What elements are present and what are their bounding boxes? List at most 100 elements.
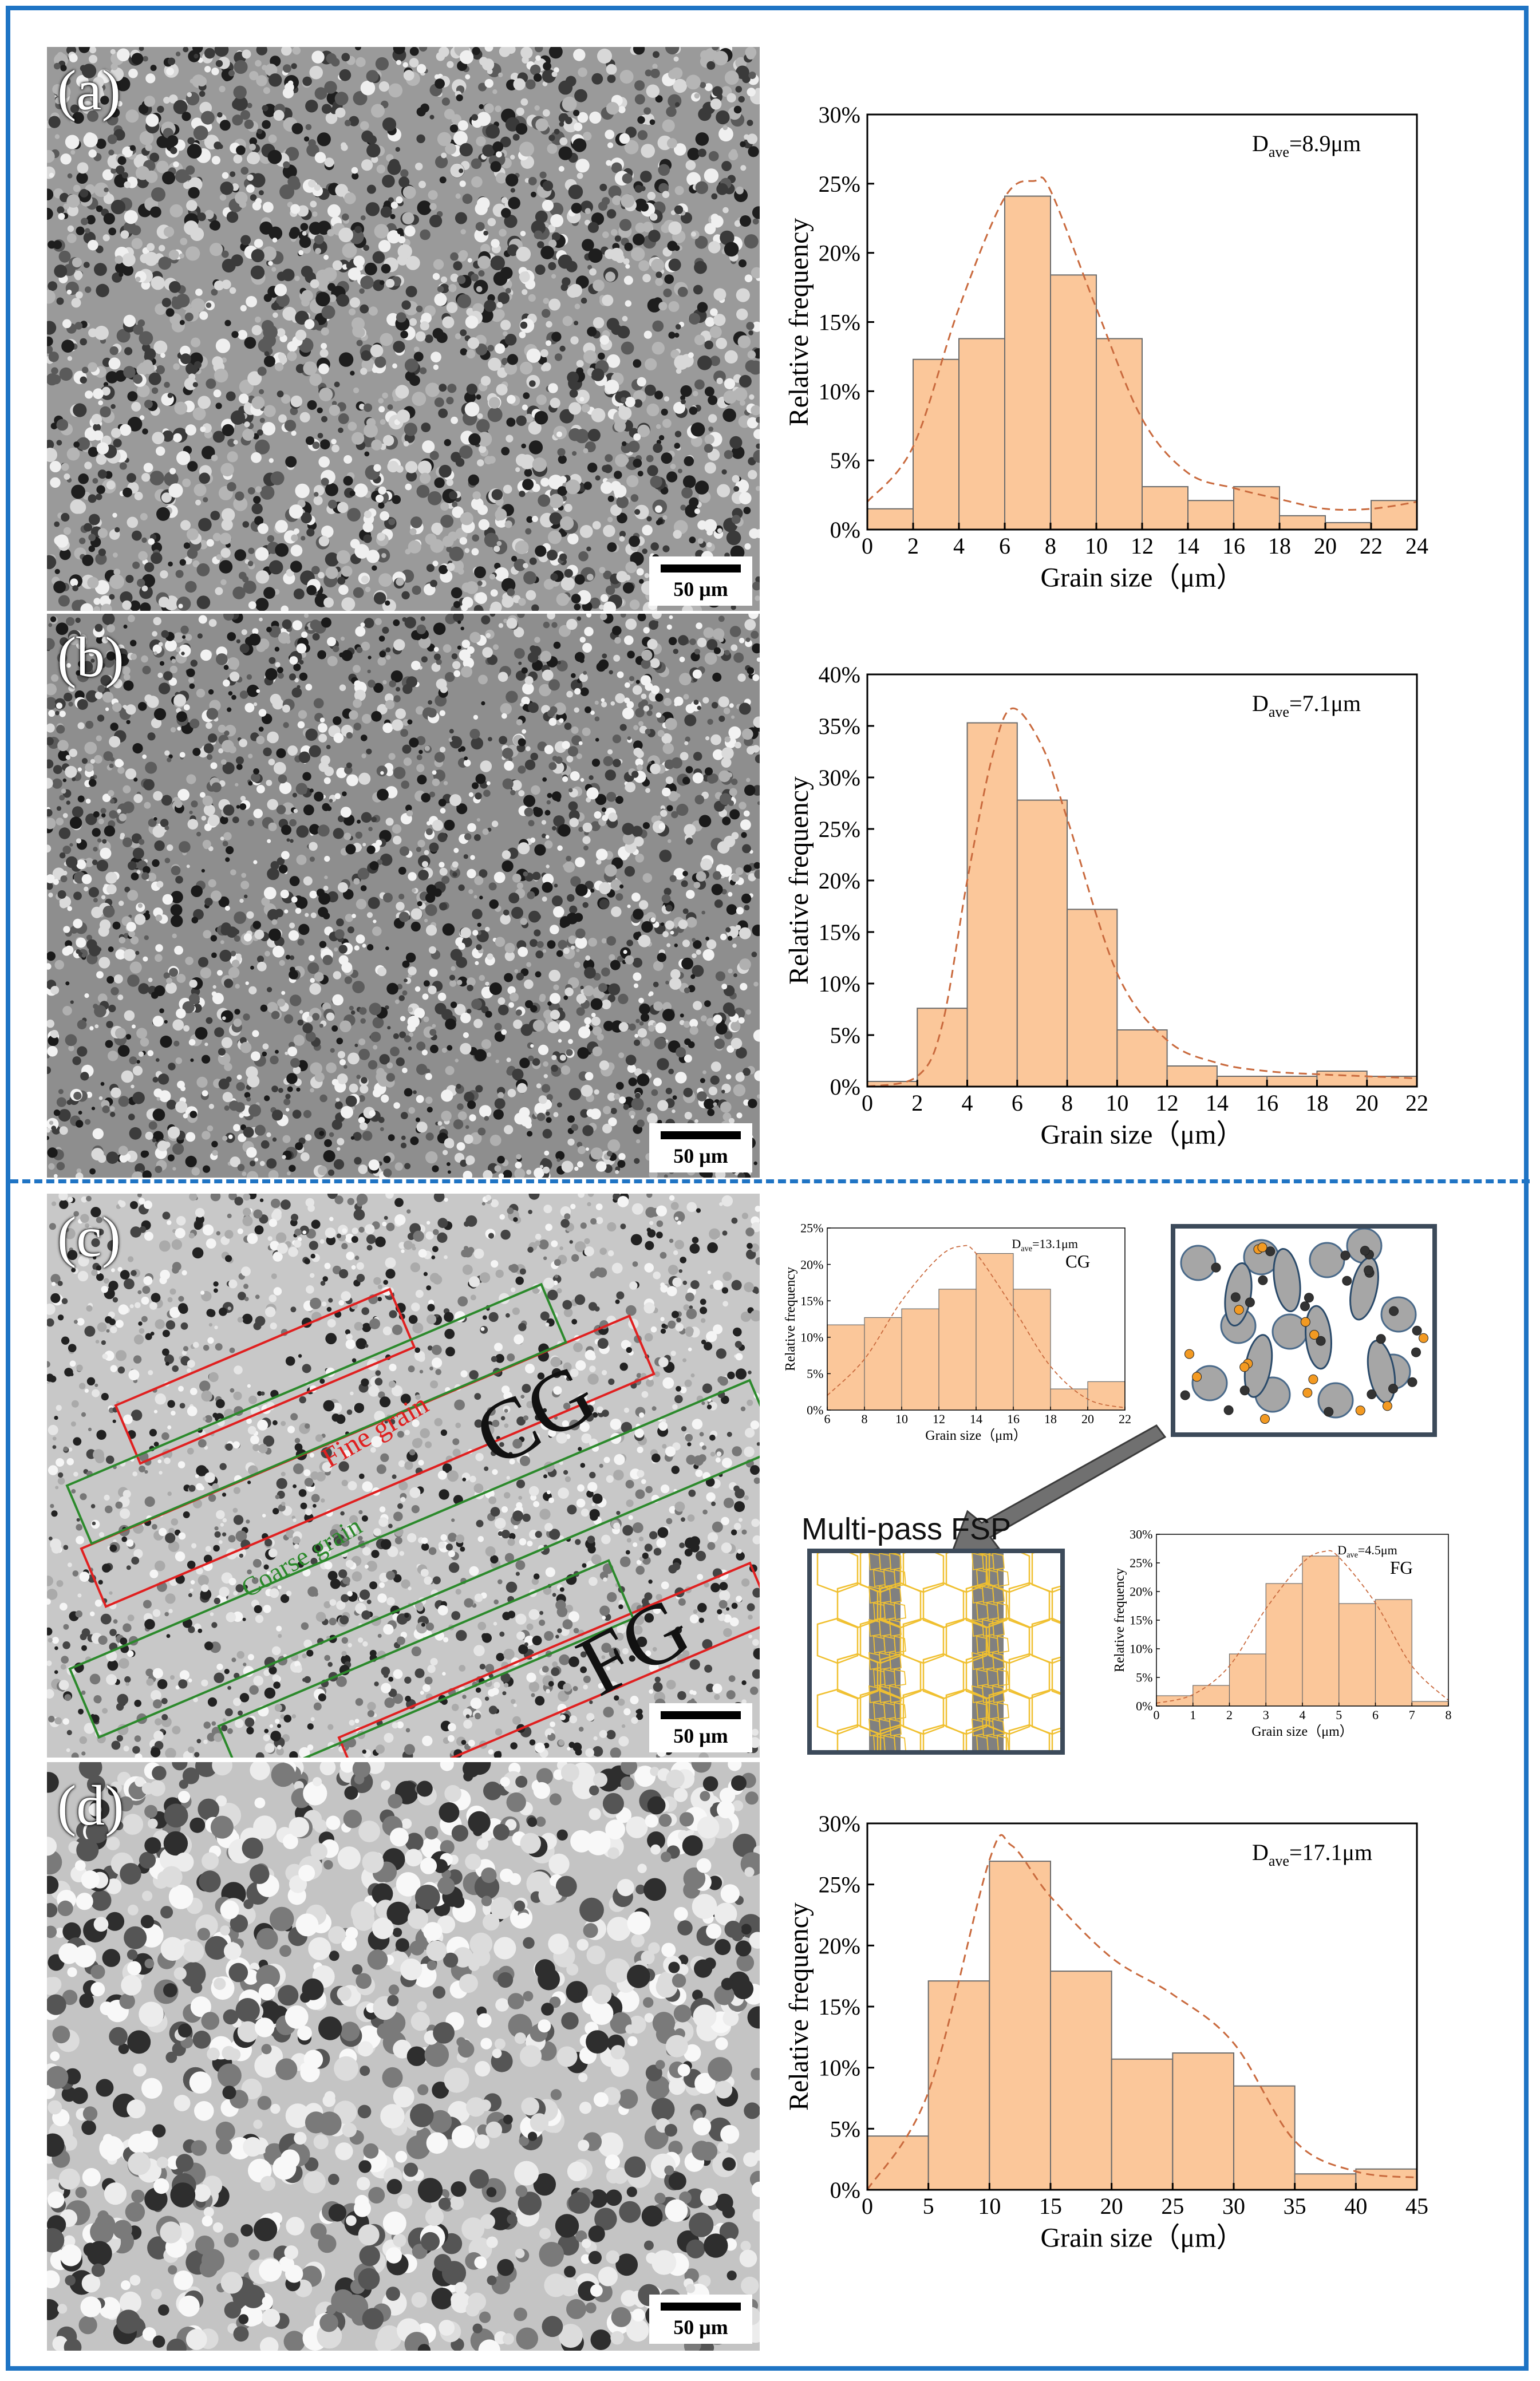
y-tick-label: 5%: [1136, 1671, 1152, 1685]
y-tick-label: 20%: [819, 1933, 860, 1958]
y-tick-label: 25%: [800, 1221, 823, 1235]
histogram-bar: [1294, 2173, 1357, 2190]
histogram-bar: [1411, 1701, 1449, 1707]
mean-size-annotation: Dave=4.5μm: [1337, 1543, 1397, 1560]
y-tick-label: 5%: [830, 2116, 860, 2142]
coarse-grain-cell: [1008, 1724, 1051, 1750]
grain-band-drawing: [812, 1553, 1060, 1750]
x-tick-label: 7: [1409, 1708, 1415, 1722]
coarse-grain-box: [217, 1559, 635, 1758]
figure-frame: [6, 6, 1529, 2371]
coarse-grain-cell: [965, 1582, 1008, 1629]
histogram-bar: [867, 2135, 929, 2191]
coarse-grain-cell: [1008, 1653, 1051, 1700]
fine-grain-cell: [894, 1668, 906, 1687]
coarse-grain-cell: [988, 1553, 1030, 1593]
second-phase-particle: [1258, 1275, 1268, 1285]
x-tick-label: 16: [1255, 1090, 1278, 1116]
second-phase-particle: [1411, 1347, 1421, 1357]
coarse-grain-cell: [859, 1553, 902, 1593]
y-tick-label: 10%: [800, 1330, 823, 1345]
y-tick-label: 15%: [1130, 1613, 1152, 1628]
histogram-bar: [1050, 1971, 1112, 2190]
x-tick-label: 14: [970, 1412, 982, 1426]
y-tick-label: 25%: [819, 816, 860, 842]
x-tick-label: 8: [1045, 533, 1056, 559]
coarse-grain-cell: [988, 1688, 1030, 1735]
histogram-bar: [1302, 1555, 1340, 1707]
x-tick-label: 35: [1284, 2193, 1306, 2219]
coarse-grain-cell: [902, 1688, 945, 1735]
coarse-grain-cell: [945, 1617, 988, 1664]
second-phase-particle: [1316, 1336, 1326, 1346]
x-tick-label: 4: [1300, 1708, 1306, 1722]
histogram-bar: [1172, 2052, 1234, 2191]
mean-size-annotation: Dave=7.1μm: [1252, 690, 1361, 720]
histogram-cg: 6 8 10 12 14 16 18 20 22 0% 5% 10% 15% 20% 25% Grain si…: [783, 1221, 1131, 1443]
y-tick-label: 0%: [1136, 1699, 1152, 1713]
x-tick-label: 20: [1314, 533, 1337, 559]
x-tick-label: 12: [1156, 1090, 1179, 1116]
x-tick-label: 10: [895, 1412, 908, 1426]
fine-grain-cell: [992, 1553, 1005, 1571]
fine-grain-cell: [889, 1585, 902, 1604]
y-axis-label: Relative frequency: [784, 218, 814, 427]
particle-drawing: [1180, 1229, 1428, 1424]
micrograph-a: (a) 50 μm: [47, 47, 760, 611]
matrix-particle: [1180, 1245, 1217, 1281]
coarse-grain-cell: [922, 1653, 965, 1700]
y-tick-label: 15%: [800, 1294, 823, 1308]
y-axis-label: Relative frequency: [1112, 1568, 1127, 1672]
coarse-grain-cell: [1051, 1656, 1060, 1695]
x-tick-label: 0: [862, 2193, 873, 2219]
particle-schematic: [1171, 1224, 1437, 1437]
coarse-grain-cell: [836, 1724, 879, 1750]
histogram-b: 0 2 4 6 8 10 12 14 16 18 20 22 0% 5% 10% 15% 20% 25% 30% 35…: [784, 662, 1428, 1150]
histogram-d: 0 5 10 15 20 25 30 35 40 45 0% 5% 10% 15% 20% 25% 30% Gra…: [784, 1811, 1428, 2253]
micrograph-c: Fine grain Coarse grain CG FG (c) 50 μm: [47, 1194, 760, 1758]
fine-grain-cell: [992, 1585, 1005, 1604]
fine-grain-cell: [997, 1602, 1009, 1621]
y-tick-label: 30%: [819, 102, 860, 128]
fine-grain-cell: [889, 1553, 902, 1571]
histogram-bar: [1371, 500, 1417, 530]
fine-grain-cell: [997, 1569, 1009, 1588]
histogram-bar: [1166, 1065, 1218, 1087]
second-phase-particle: [1355, 1405, 1365, 1416]
x-axis-label: Grain size（μm）: [1041, 1120, 1244, 1150]
micrograph-b: (b) 50 μm: [47, 614, 760, 1178]
x-tick-label: 0: [862, 533, 873, 559]
second-phase-particle: [1389, 1306, 1399, 1316]
x-tick-label: 6: [1012, 1090, 1023, 1116]
histogram-bar: [1233, 486, 1280, 530]
x-tick-label: 8: [1061, 1090, 1073, 1116]
y-tick-label: 5%: [830, 448, 860, 473]
y-tick-label: 30%: [819, 765, 860, 791]
second-phase-particle: [1324, 1407, 1334, 1417]
x-tick-label: 16: [1222, 533, 1245, 559]
second-phase-particle: [1367, 1389, 1377, 1399]
histogram-bar: [827, 1324, 865, 1411]
second-phase-particle: [1340, 1250, 1351, 1261]
coarse-grain-cell: [922, 1724, 965, 1750]
banded-structure-schematic: [807, 1549, 1065, 1755]
fit-curve: [827, 1245, 1126, 1409]
histogram-bar: [1050, 1388, 1088, 1411]
histogram-bar: [1229, 1653, 1266, 1707]
micrograph-texture: [47, 47, 760, 611]
second-phase-particle: [1257, 1242, 1267, 1253]
y-axis-label: Relative frequency: [784, 776, 814, 985]
coarse-grain-cell: [1031, 1617, 1060, 1664]
x-tick-label: 25: [1161, 2193, 1184, 2219]
histogram-bar: [1004, 195, 1051, 531]
fine-grain-box: [114, 1288, 416, 1465]
second-phase-particle: [1342, 1276, 1352, 1286]
y-tick-label: 20%: [819, 868, 860, 894]
histogram-bar: [917, 1008, 968, 1088]
x-tick-label: 14: [1206, 1090, 1229, 1116]
y-axis-label: Relative frequency: [784, 1902, 814, 2111]
micrograph-texture: [47, 1194, 760, 1758]
second-phase-particle: [1239, 1362, 1250, 1372]
coarse-grain-cell: [1031, 1688, 1060, 1735]
x-tick-label: 20: [1081, 1412, 1094, 1426]
